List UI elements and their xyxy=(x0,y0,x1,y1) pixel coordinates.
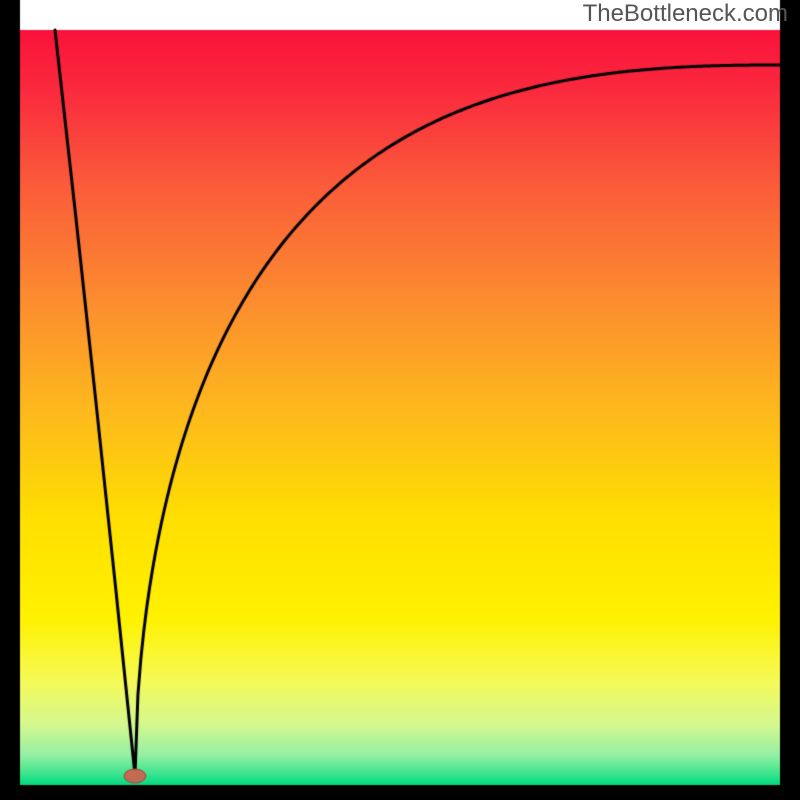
chart-container: TheBottleneck.com xyxy=(0,0,800,800)
bottleneck-chart-canvas xyxy=(0,0,800,800)
watermark-text: TheBottleneck.com xyxy=(583,0,788,28)
